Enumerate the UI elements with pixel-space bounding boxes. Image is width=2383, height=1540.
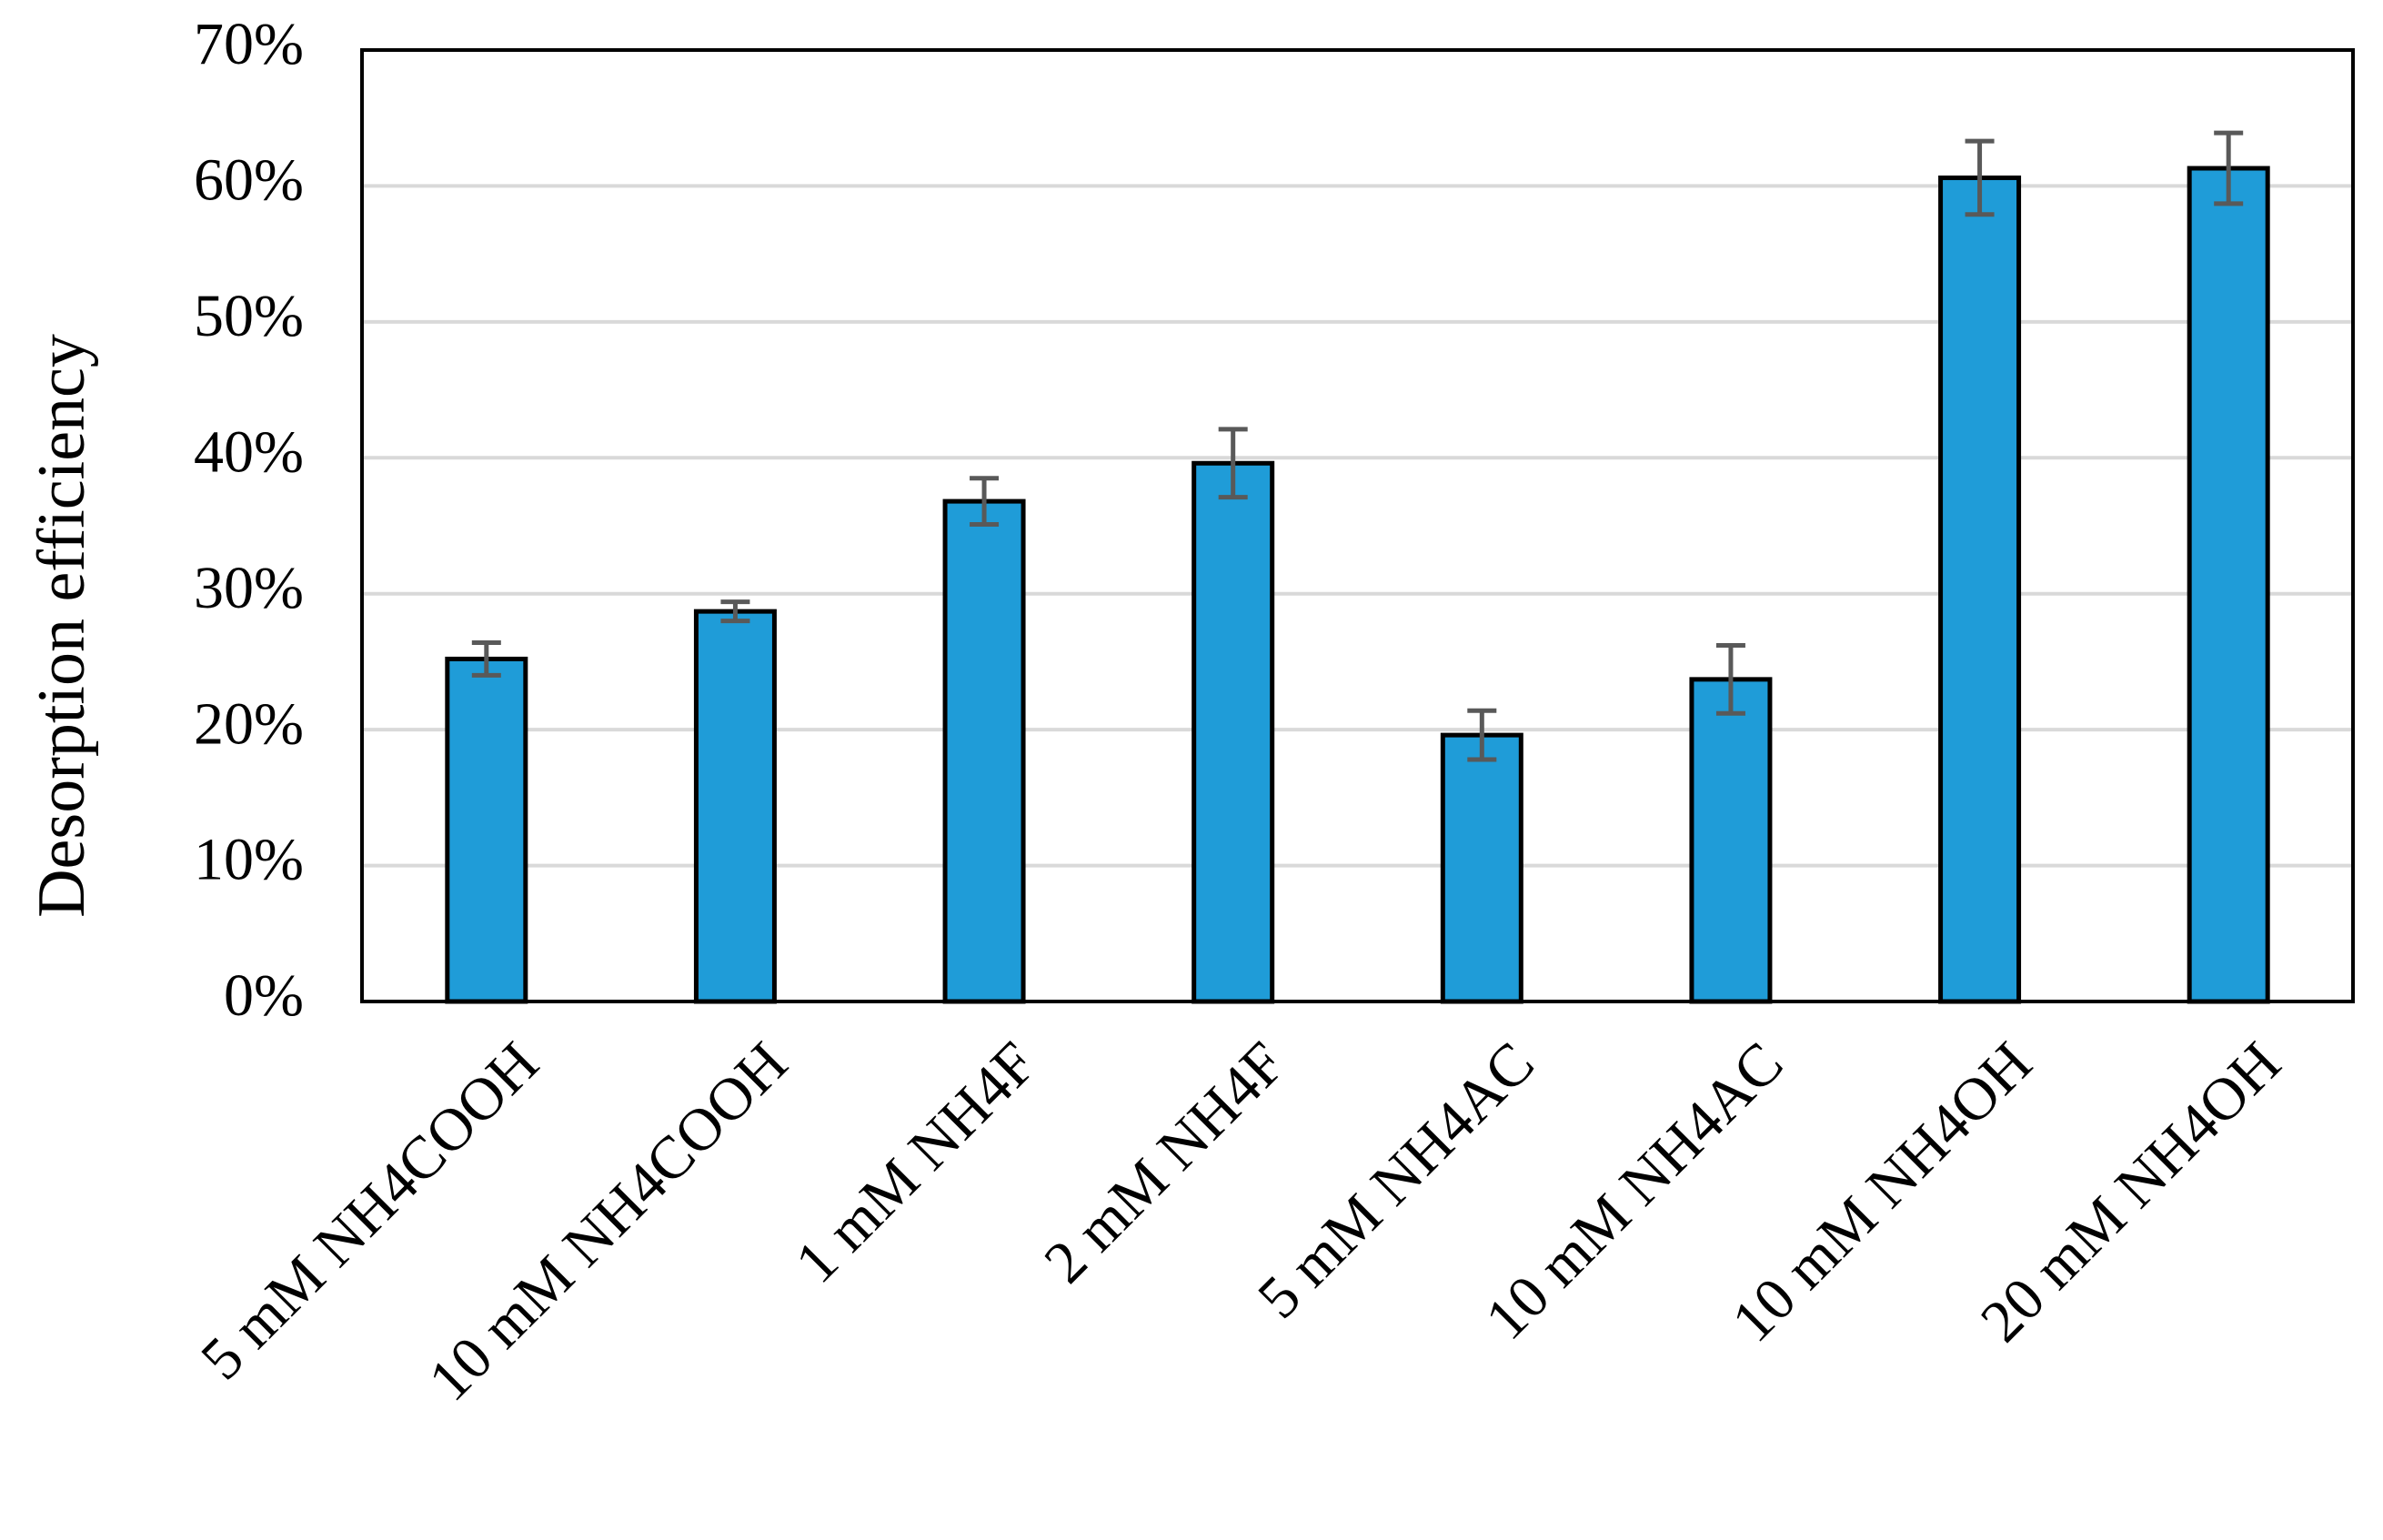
error-bar bbox=[720, 599, 750, 624]
y-axis-label: Desorption efficiency bbox=[25, 334, 99, 918]
y-tick-label: 50% bbox=[194, 283, 304, 349]
plot-frame bbox=[360, 48, 2355, 1003]
bar bbox=[445, 656, 528, 1004]
bar bbox=[2187, 166, 2270, 1004]
bar bbox=[942, 498, 1026, 1004]
y-tick-label: 10% bbox=[194, 827, 304, 893]
bar bbox=[1689, 677, 1773, 1004]
bar bbox=[693, 609, 777, 1004]
bar bbox=[1192, 460, 1275, 1004]
error-bar bbox=[1467, 708, 1497, 762]
error-bar bbox=[1965, 138, 1995, 217]
y-tick-label: 20% bbox=[194, 690, 304, 757]
y-tick-label: 60% bbox=[194, 147, 304, 214]
y-tick-label: 0% bbox=[224, 962, 304, 1029]
error-bar bbox=[471, 640, 501, 678]
y-tick-label: 30% bbox=[194, 555, 304, 621]
bar bbox=[1938, 175, 2022, 1004]
error-bar bbox=[1715, 642, 1745, 716]
error-bar bbox=[2214, 130, 2244, 206]
x-tick-label: 1 mM NH4F bbox=[783, 1030, 1050, 1296]
x-tick-label: 2 mM NH4F bbox=[1031, 1030, 1298, 1296]
y-tick-label: 70% bbox=[194, 11, 304, 77]
bar bbox=[1440, 732, 1523, 1004]
y-tick-label: 40% bbox=[194, 418, 304, 485]
error-bar bbox=[1218, 427, 1248, 500]
error-bar bbox=[970, 476, 1000, 528]
